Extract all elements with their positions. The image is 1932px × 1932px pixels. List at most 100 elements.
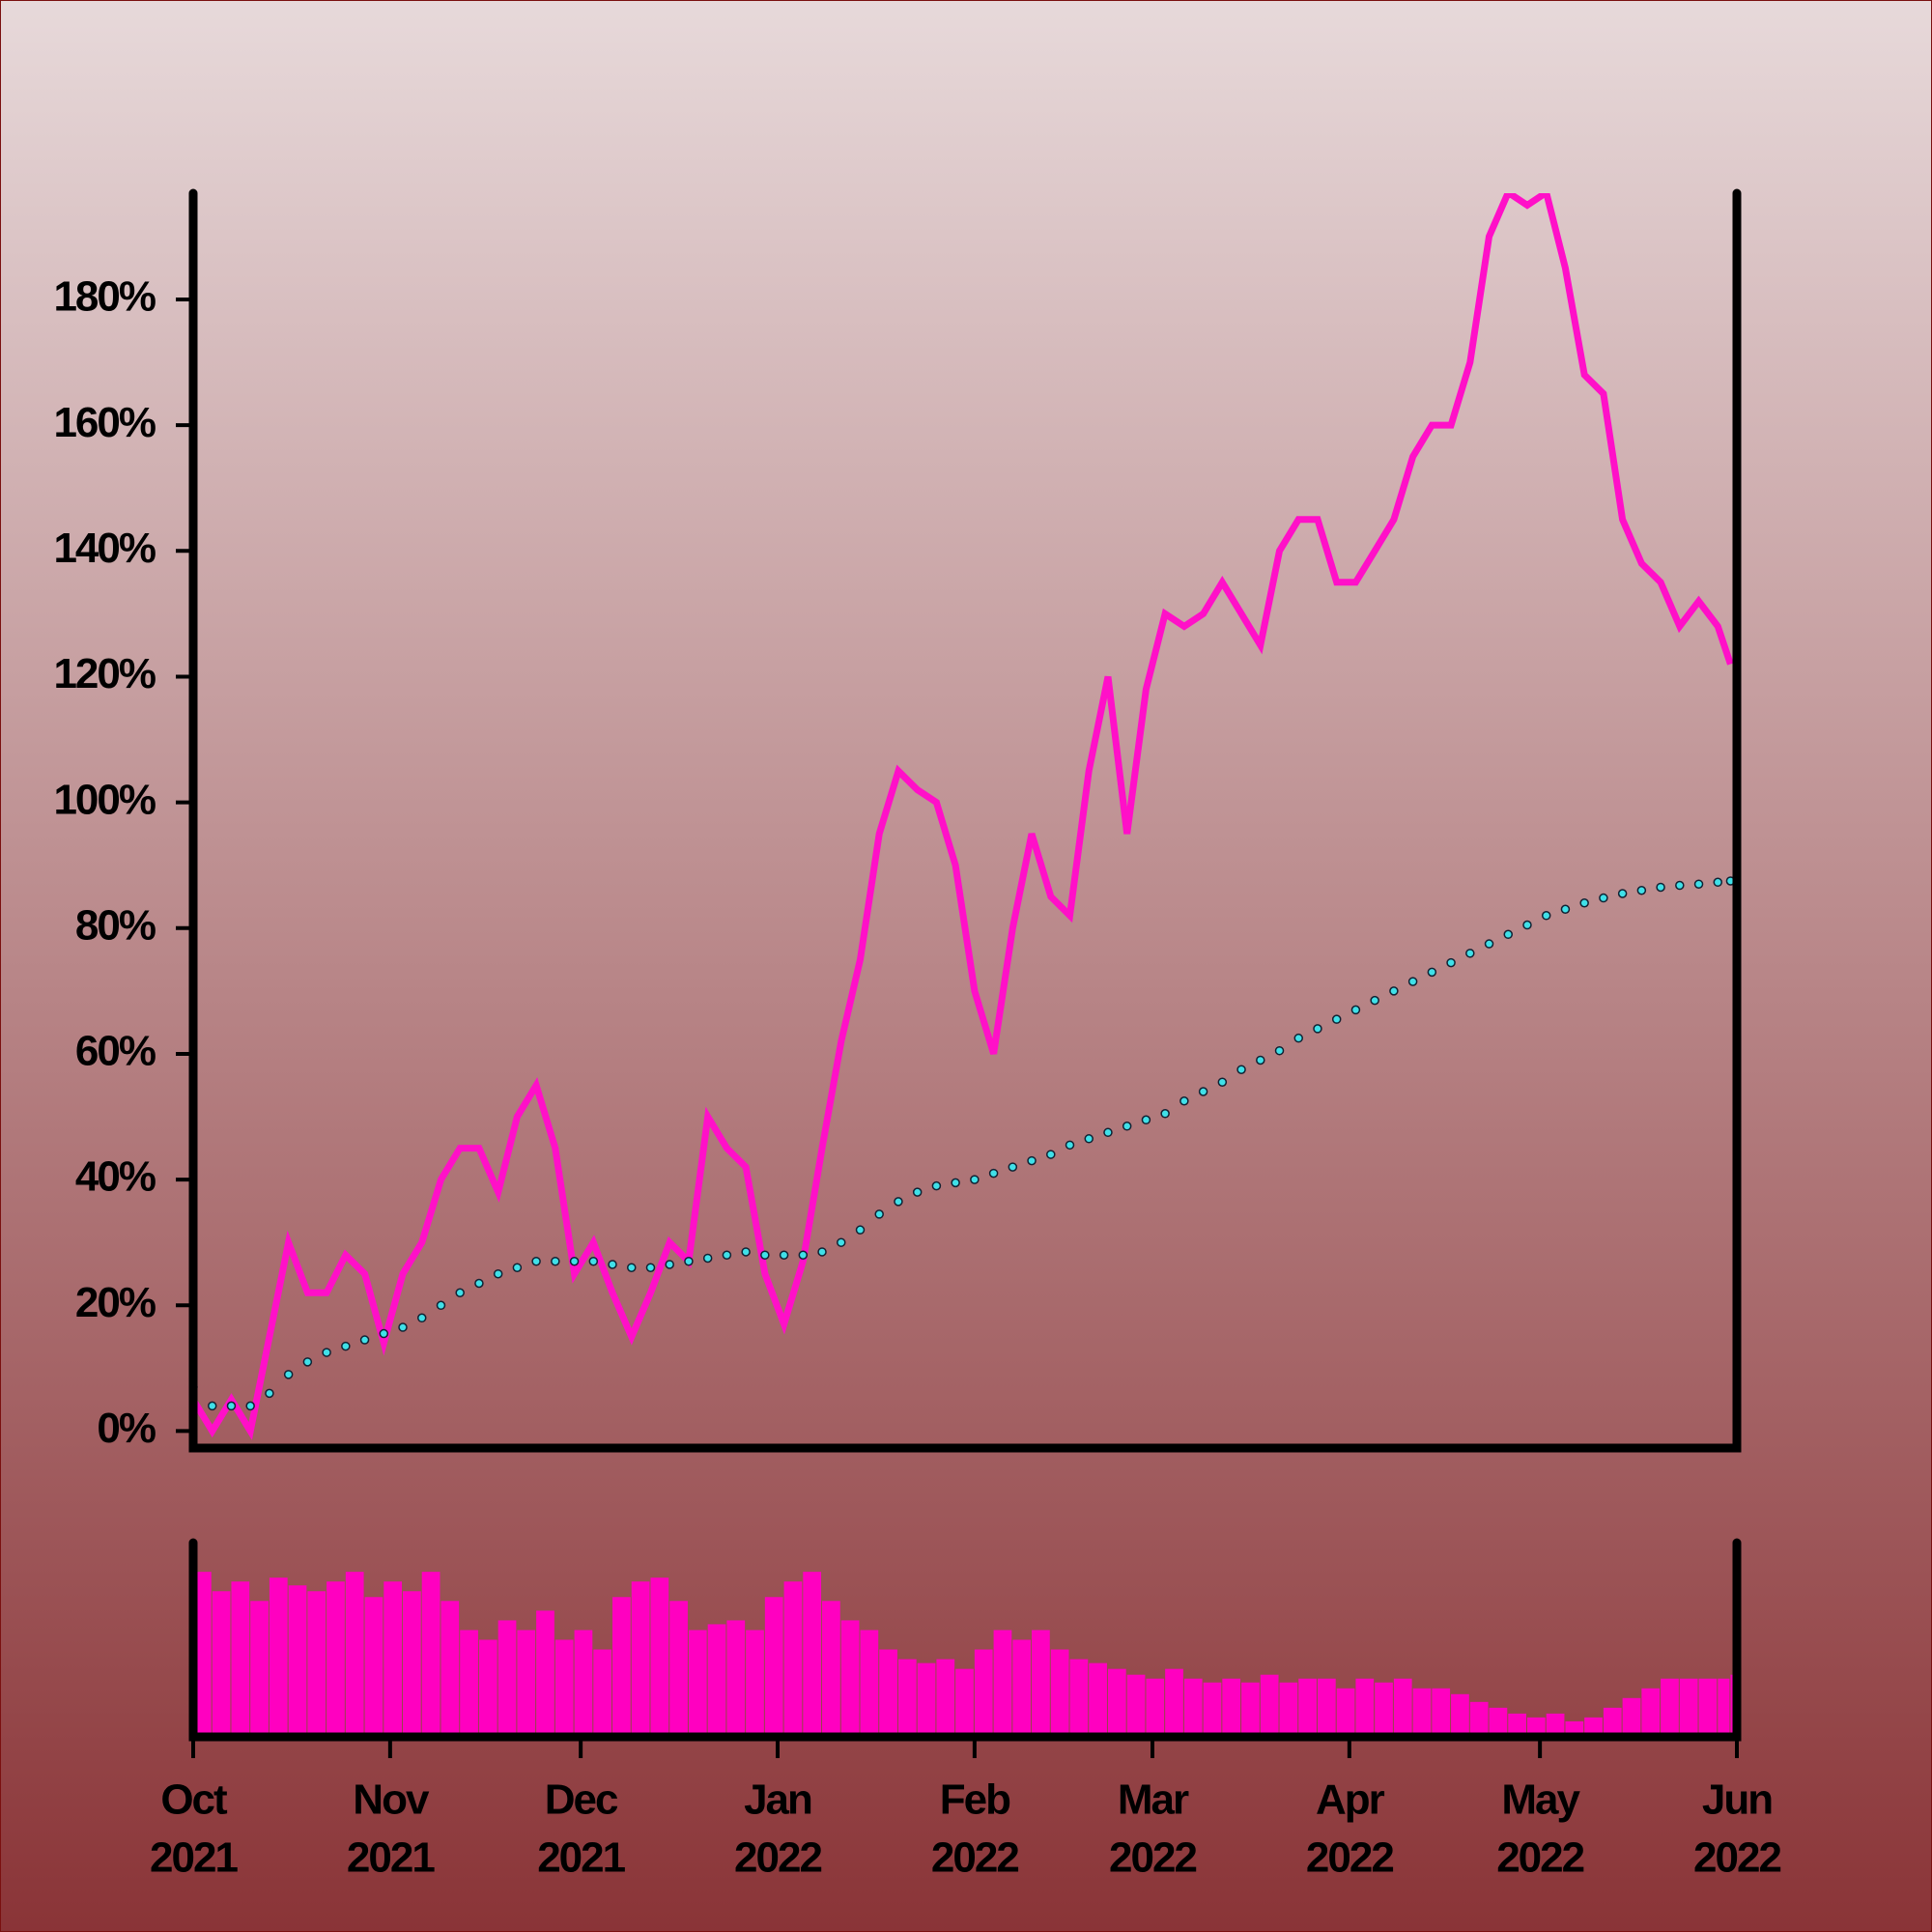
x-tick-label: 2022 <box>1693 1834 1780 1882</box>
volume-bar <box>307 1591 327 1737</box>
moving-average-dot <box>1179 1096 1189 1106</box>
x-tick-label: 2022 <box>734 1834 821 1882</box>
moving-average-dot <box>1046 1150 1056 1159</box>
volume-bar <box>612 1597 631 1737</box>
volume-bar <box>1432 1688 1451 1737</box>
volume-bar <box>879 1649 897 1737</box>
moving-average-dot <box>1313 1024 1322 1034</box>
y-tick-label: 120% <box>53 650 155 697</box>
moving-average-dot <box>1198 1087 1208 1096</box>
moving-average-dot <box>283 1370 294 1379</box>
volume-bar <box>1622 1697 1641 1737</box>
volume-bar <box>1050 1649 1069 1737</box>
volume-bar <box>746 1630 764 1737</box>
volume-bar <box>822 1601 840 1737</box>
moving-average-dot <box>988 1168 999 1179</box>
volume-bar <box>1165 1668 1183 1737</box>
volume-bar <box>574 1630 593 1737</box>
moving-average-dot <box>951 1178 960 1188</box>
volume-bar <box>1355 1678 1375 1737</box>
moving-average-dot <box>207 1401 217 1411</box>
volume-bar <box>764 1597 783 1737</box>
moving-average-dot <box>512 1263 523 1272</box>
x-tick-label: 2022 <box>1109 1834 1196 1882</box>
moving-average-dot <box>1522 920 1532 930</box>
moving-average-dot <box>1693 879 1704 889</box>
moving-average-dot <box>398 1322 408 1332</box>
volume-bar <box>803 1572 822 1737</box>
volume-bar <box>1203 1682 1222 1737</box>
moving-average-dot <box>608 1260 617 1269</box>
x-tick-label: Dec <box>545 1776 618 1824</box>
volume-bar <box>936 1659 955 1737</box>
volume-bar <box>269 1577 288 1737</box>
moving-average-dot <box>1713 877 1723 888</box>
moving-average-dot <box>912 1187 923 1197</box>
x-tick-label: Oct <box>160 1776 228 1824</box>
volume-bar <box>669 1601 688 1737</box>
volume-bar <box>1375 1682 1393 1737</box>
volume-bar <box>783 1581 803 1737</box>
moving-average-dot <box>1217 1077 1228 1087</box>
moving-average-dot <box>1331 1014 1342 1024</box>
volume-bar <box>650 1577 669 1737</box>
moving-average-dot <box>1675 880 1685 891</box>
moving-average-dot <box>1636 885 1647 895</box>
volume-bar <box>955 1668 974 1737</box>
axis-frame <box>188 188 1742 1453</box>
volume-bar <box>1469 1701 1489 1737</box>
x-tick-label: 2022 <box>1496 1834 1583 1882</box>
moving-average-dot <box>665 1260 674 1269</box>
volume-bar <box>1603 1707 1622 1737</box>
x-tick-label: Jun <box>1702 1776 1772 1824</box>
moving-average-dot <box>1122 1122 1132 1131</box>
moving-average-dot <box>1503 929 1514 940</box>
volume-bar <box>403 1591 421 1737</box>
volume-bar <box>1393 1678 1412 1737</box>
volume-bar <box>974 1649 993 1737</box>
volume-bar <box>1032 1630 1050 1737</box>
volume-bar <box>897 1659 917 1737</box>
moving-average-dot <box>1350 1005 1361 1015</box>
plot-area <box>193 193 1736 1440</box>
volume-bar <box>1679 1678 1698 1737</box>
moving-average-dot <box>627 1263 637 1272</box>
y-tick-label: 160% <box>53 399 155 446</box>
volume-bar <box>1183 1678 1203 1737</box>
moving-average-dot <box>455 1288 465 1298</box>
volume-bar <box>1298 1678 1317 1737</box>
volume-bar <box>193 1572 212 1737</box>
moving-average-dot <box>416 1313 427 1323</box>
volume-bar <box>1336 1688 1355 1737</box>
volume-bar <box>1089 1662 1107 1737</box>
volume-bar <box>1641 1688 1661 1737</box>
price-line <box>193 193 1734 1440</box>
y-tick-label: 80% <box>75 901 156 949</box>
y-tick-label: 20% <box>75 1279 156 1326</box>
volume-bar <box>345 1572 364 1737</box>
moving-average-dot <box>970 1175 980 1184</box>
moving-average-dot <box>722 1250 732 1260</box>
volume-bar <box>497 1620 517 1737</box>
moving-average-dot <box>588 1256 599 1266</box>
moving-average-dot <box>684 1256 694 1266</box>
moving-average-dot <box>1656 882 1665 893</box>
moving-average-dot <box>265 1388 274 1399</box>
volume-bar <box>288 1585 307 1737</box>
moving-average-dot <box>1293 1033 1303 1043</box>
moving-average-dot <box>817 1247 827 1257</box>
y-tick-label: 0% <box>97 1405 155 1452</box>
moving-average-dot <box>741 1247 751 1257</box>
moving-average-dot <box>894 1197 903 1207</box>
volume-bar <box>440 1601 460 1737</box>
moving-average-dot <box>874 1209 884 1219</box>
volume-bar <box>327 1581 345 1737</box>
volume-bar <box>231 1581 250 1737</box>
moving-average-dot <box>1407 977 1418 986</box>
volume-bar <box>840 1620 860 1737</box>
volume-bar <box>364 1597 384 1737</box>
moving-average-dot <box>379 1328 389 1339</box>
volume-bar <box>554 1639 574 1737</box>
volume-bar <box>1317 1678 1336 1737</box>
